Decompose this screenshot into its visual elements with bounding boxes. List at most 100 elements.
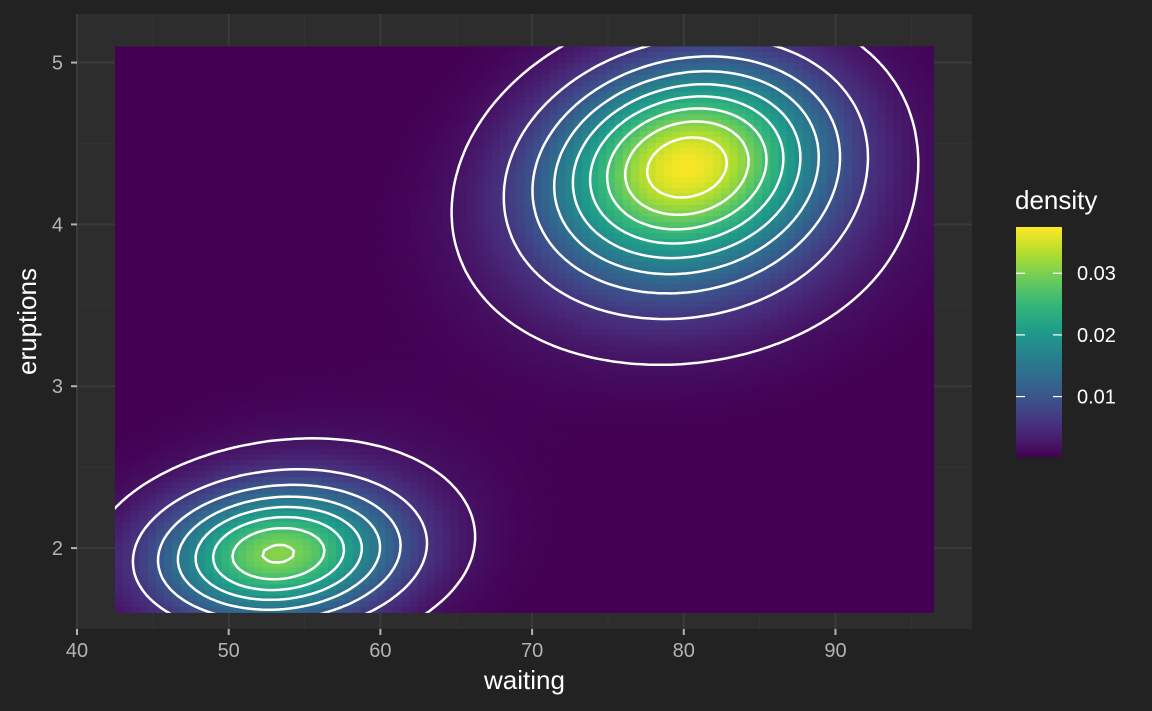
raster-cell — [909, 182, 919, 189]
raster-cell — [467, 199, 476, 206]
raster-cell — [409, 312, 419, 319]
raster-cell — [377, 204, 386, 212]
raster-cell — [532, 238, 542, 246]
raster-cell — [286, 80, 296, 87]
raster-cell — [123, 165, 132, 172]
raster-cell — [516, 69, 526, 76]
raster-cell — [876, 63, 886, 70]
raster-cell — [164, 301, 173, 308]
raster-cell — [843, 289, 853, 297]
raster-cell — [884, 80, 894, 87]
raster-cell — [164, 216, 173, 223]
raster-cell — [647, 301, 657, 308]
raster-cell — [803, 318, 812, 325]
raster-cell — [254, 233, 263, 240]
raster-cell — [622, 52, 632, 59]
raster-cell — [786, 80, 796, 87]
raster-cell — [458, 318, 468, 325]
raster-cell — [680, 114, 689, 121]
raster-cell — [499, 244, 509, 251]
raster-cell — [172, 131, 182, 138]
raster-cell — [303, 86, 313, 93]
raster-cell — [819, 108, 829, 115]
raster-cell — [319, 284, 329, 291]
raster-cell — [475, 57, 485, 64]
raster-cell — [729, 69, 739, 76]
raster-cell — [827, 63, 837, 70]
raster-cell — [663, 244, 673, 251]
raster-cell — [139, 52, 149, 59]
raster-cell — [483, 318, 493, 325]
raster-cell — [237, 182, 247, 189]
raster-cell — [164, 170, 173, 178]
raster-cell — [205, 284, 214, 291]
raster-cell — [843, 284, 853, 291]
raster-cell — [164, 86, 173, 93]
raster-cell — [196, 323, 206, 331]
raster-cell — [295, 199, 304, 206]
raster-cell — [131, 86, 141, 93]
raster-cell — [614, 193, 624, 200]
raster-cell — [475, 295, 485, 302]
raster-cell — [254, 120, 263, 127]
raster-cell — [590, 210, 599, 217]
raster-cell — [393, 131, 403, 138]
raster-cell — [426, 159, 435, 166]
raster-cell — [729, 80, 739, 87]
raster-cell — [164, 227, 173, 234]
raster-cell — [499, 125, 509, 132]
raster-cell — [409, 80, 419, 87]
raster-cell — [803, 221, 812, 229]
raster-cell — [327, 153, 337, 161]
raster-cell — [729, 227, 739, 234]
raster-cell — [254, 267, 263, 274]
raster-cell — [925, 97, 935, 104]
raster-cell — [639, 227, 648, 234]
raster-cell — [819, 153, 829, 161]
raster-cell — [884, 204, 894, 212]
raster-cell — [737, 199, 747, 206]
raster-cell — [843, 193, 853, 200]
raster-cell — [426, 69, 435, 76]
raster-cell — [557, 46, 567, 53]
raster-cell — [598, 142, 608, 149]
raster-cell — [385, 284, 395, 291]
raster-cell — [516, 74, 526, 81]
raster-cell — [360, 120, 370, 127]
raster-cell — [540, 250, 550, 257]
raster-cell — [630, 57, 640, 64]
raster-cell — [696, 103, 706, 110]
raster-cell — [680, 250, 689, 257]
raster-cell — [475, 233, 485, 240]
raster-cell — [671, 278, 681, 285]
raster-cell — [262, 289, 272, 297]
raster-cell — [213, 306, 223, 314]
raster-cell — [467, 238, 476, 246]
raster-cell — [172, 46, 182, 53]
raster-cell — [508, 199, 517, 206]
raster-cell — [319, 238, 329, 246]
raster-cell — [360, 295, 370, 302]
raster-cell — [557, 131, 567, 138]
raster-cell — [229, 131, 239, 138]
raster-cell — [573, 142, 583, 149]
raster-cell — [843, 103, 853, 110]
raster-cell — [852, 199, 861, 206]
raster-cell — [540, 216, 550, 223]
raster-cell — [196, 165, 206, 172]
raster-cell — [606, 301, 616, 308]
raster-cell — [639, 108, 648, 115]
raster-cell — [843, 86, 853, 93]
raster-cell — [352, 86, 362, 93]
raster-cell — [843, 182, 853, 189]
raster-cell — [827, 267, 837, 274]
raster-cell — [925, 233, 935, 240]
raster-cell — [434, 306, 444, 314]
raster-cell — [876, 57, 886, 64]
raster-cell — [311, 137, 321, 144]
raster-cell — [155, 91, 165, 98]
raster-cell — [762, 272, 771, 280]
raster-cell — [147, 284, 157, 291]
raster-cell — [786, 289, 796, 297]
raster-cell — [762, 295, 771, 302]
